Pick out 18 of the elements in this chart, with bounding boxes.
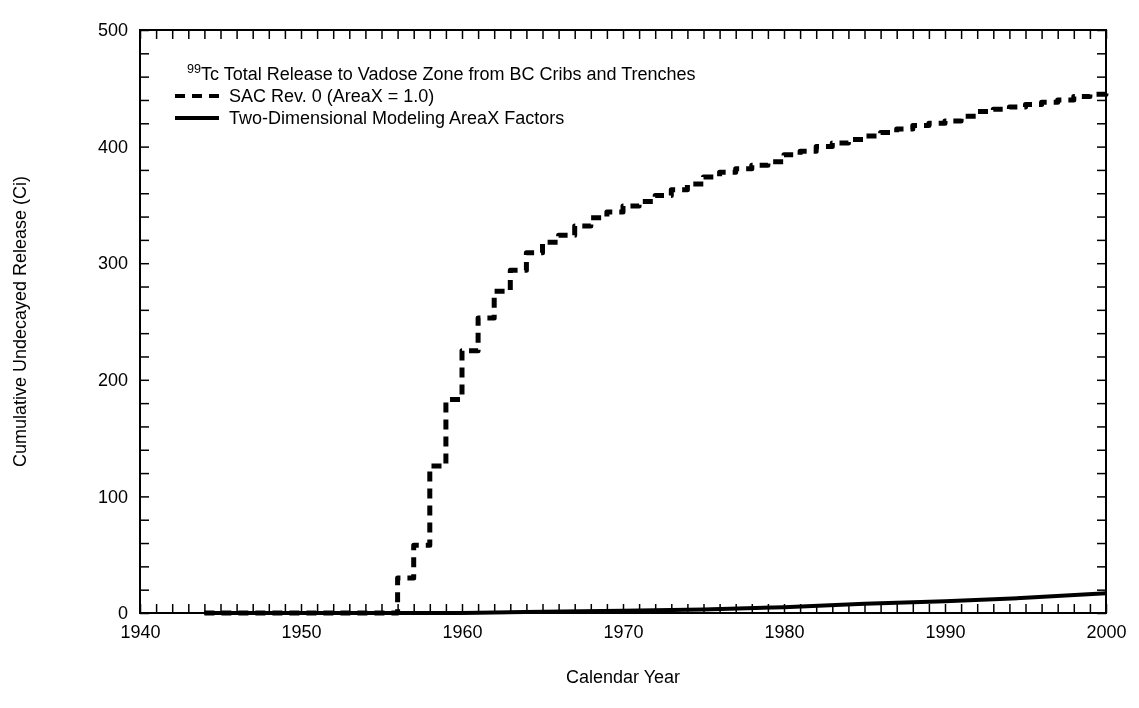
- x-tick-label: 1940: [120, 621, 161, 642]
- x-tick-label: 2000: [1086, 621, 1127, 642]
- y-axis-title: Cumulative Undecayed Release (Ci): [10, 175, 30, 468]
- x-axis-title: Calendar Year: [565, 667, 681, 687]
- x-tick-label: 1980: [764, 621, 805, 642]
- y-tick-label: 0: [117, 603, 128, 624]
- y-tick-label: 500: [97, 20, 128, 41]
- legend-label: Two-Dimensional Modeling AreaX Factors: [229, 108, 565, 128]
- x-tick-label: 1960: [442, 621, 483, 642]
- x-tick-label: 1950: [281, 621, 322, 642]
- y-tick-label: 300: [97, 253, 128, 274]
- y-tick-label: 200: [97, 370, 128, 391]
- legend-title: $^{99}$Tc Total Release to Vadose Zone from BC Cribs and Trenches: [187, 62, 696, 84]
- legend-label: SAC Rev. 0 (AreaX = 1.0): [229, 86, 435, 106]
- x-tick-label: 1990: [925, 621, 966, 642]
- y-tick-label: 100: [97, 486, 128, 507]
- y-tick-label: 400: [97, 136, 128, 157]
- x-tick-label: 1970: [603, 621, 644, 642]
